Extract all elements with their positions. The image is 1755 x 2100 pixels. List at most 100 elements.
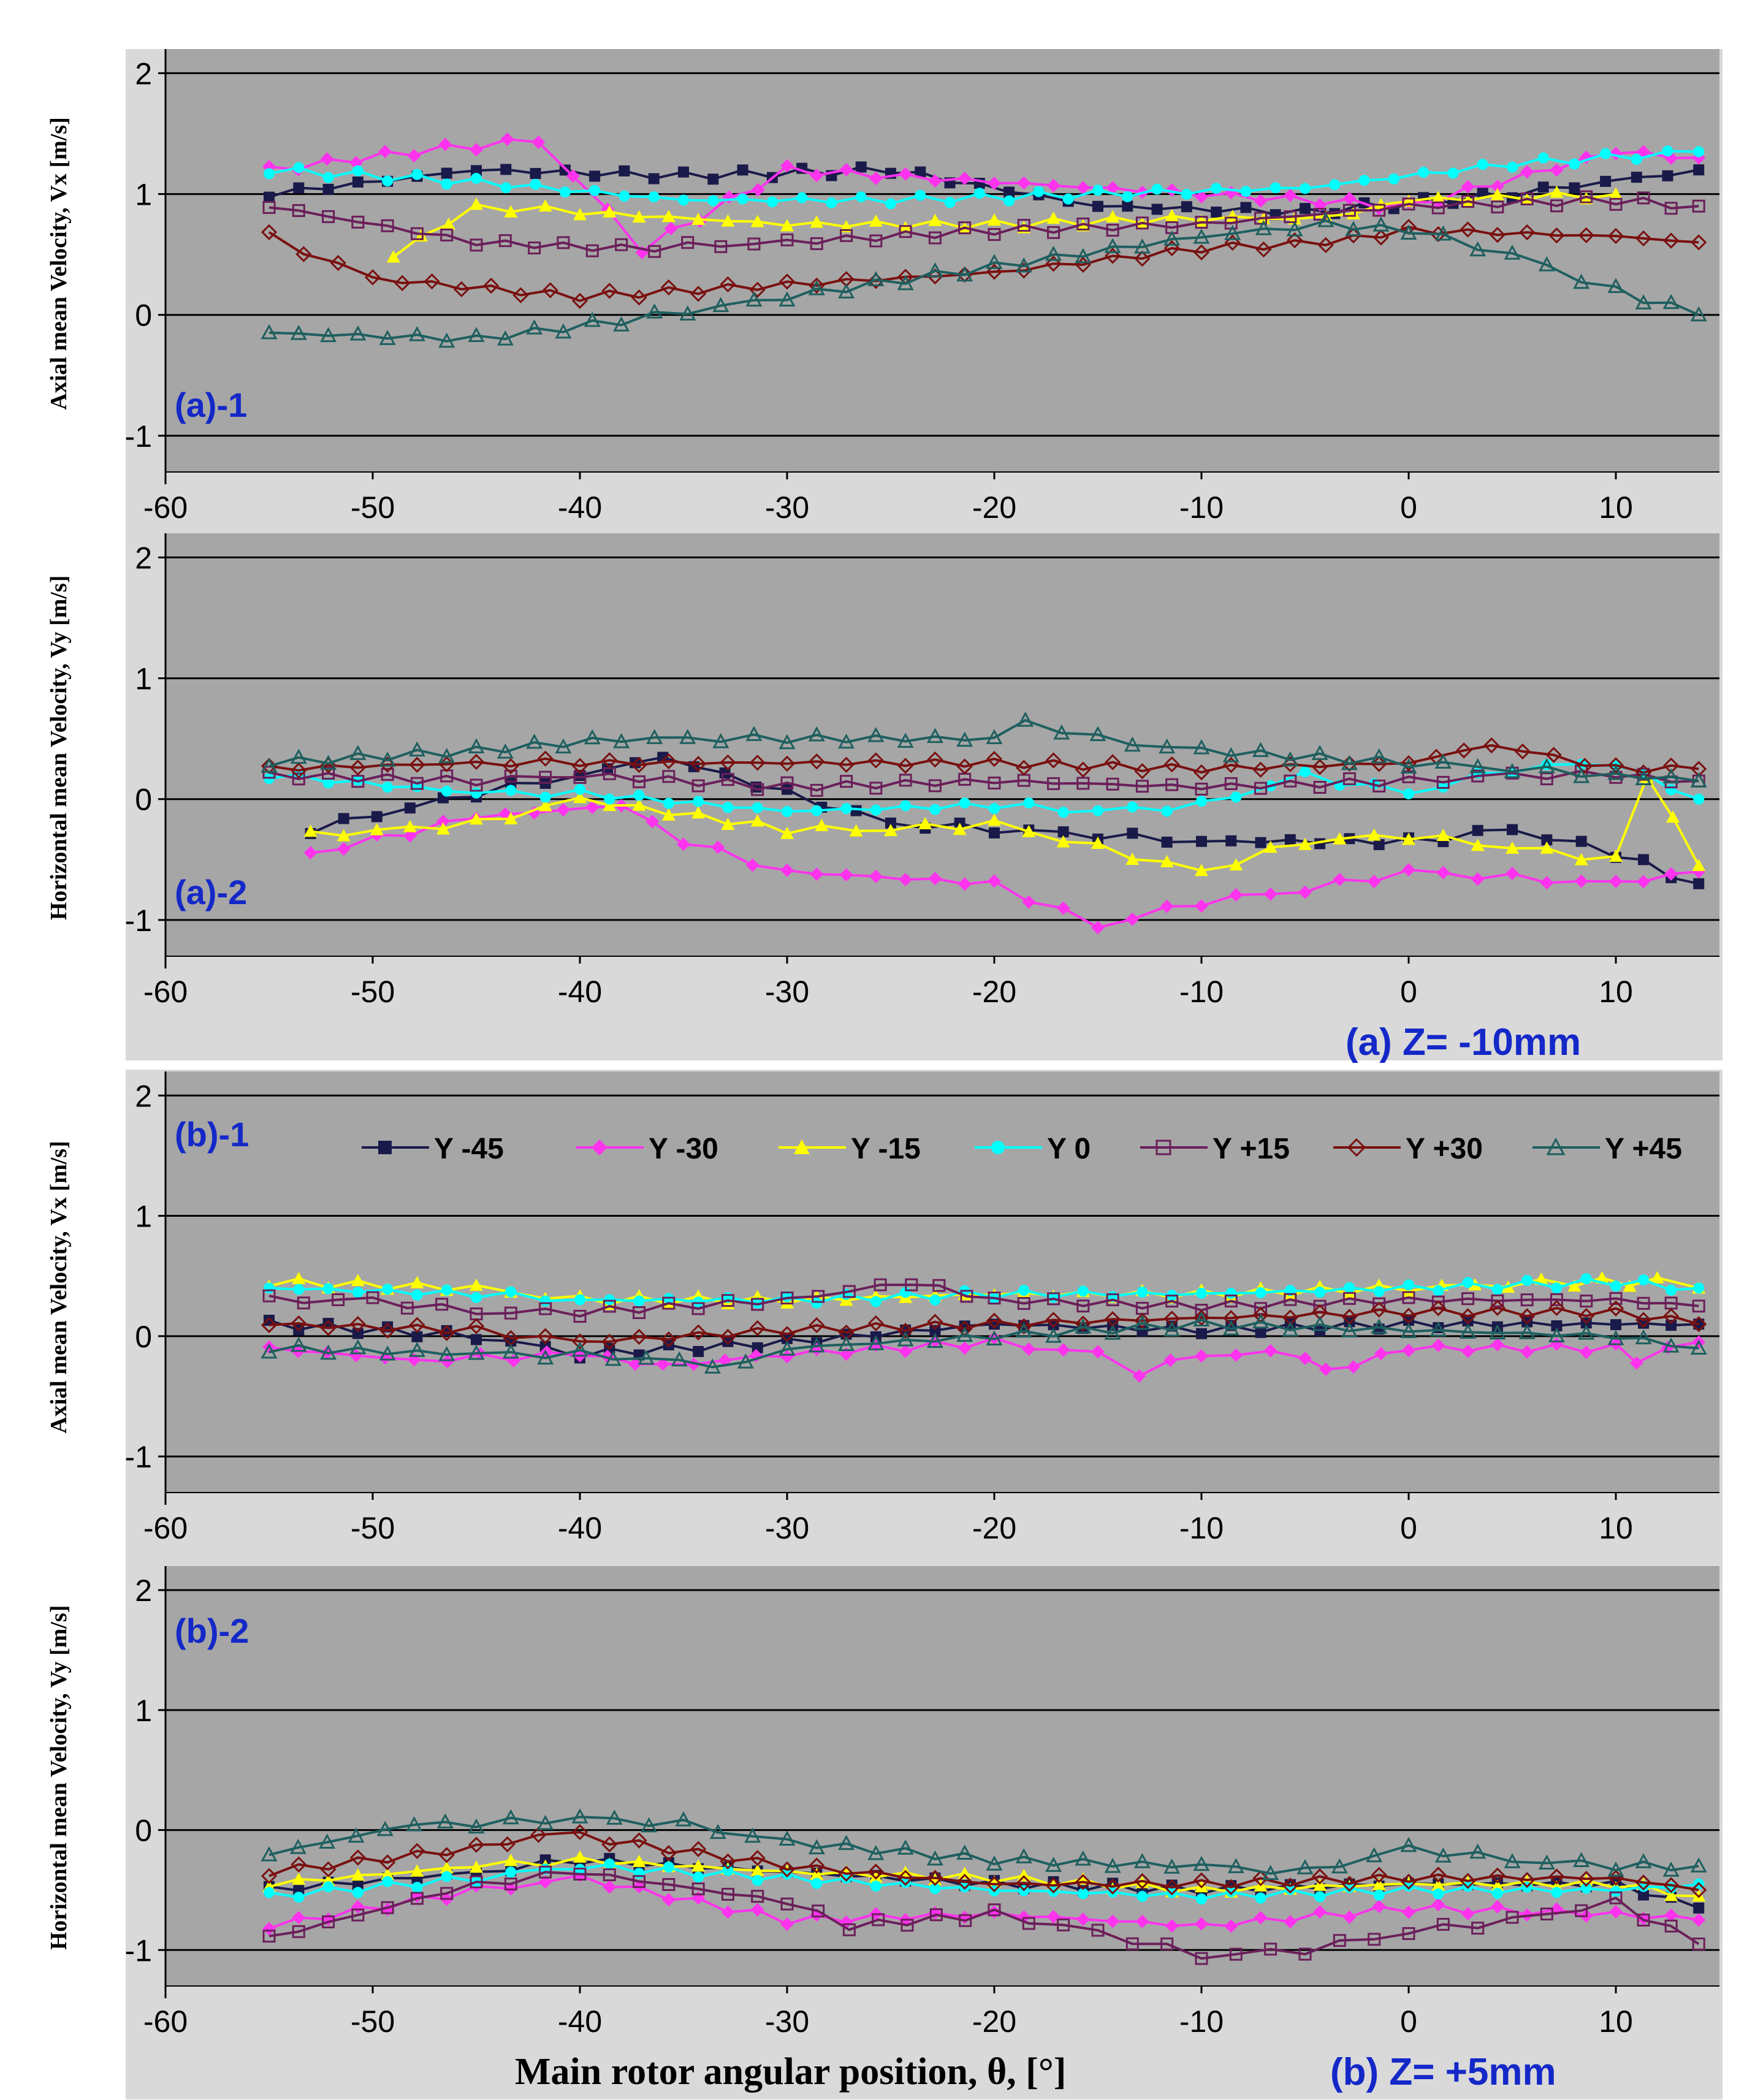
data-point: [1400, 1307, 1417, 1324]
data-point: [1056, 1343, 1070, 1357]
data-point: [1431, 1878, 1445, 1891]
y-tick-label: 2: [135, 1079, 152, 1113]
data-point: [1134, 763, 1151, 780]
data-point: [1548, 1327, 1565, 1342]
data-point: [504, 812, 518, 824]
data-point: [408, 741, 425, 757]
data-point: [1133, 1853, 1151, 1868]
data-point: [1367, 828, 1381, 841]
data-point: [1461, 180, 1475, 194]
data-point: [1222, 1320, 1239, 1336]
legend-item: Y +30: [1333, 1133, 1483, 1165]
data-point: [720, 1328, 736, 1345]
data-point: [897, 1870, 914, 1886]
data-point: [1076, 181, 1090, 195]
data-point: [1371, 1318, 1388, 1334]
data-point: [585, 244, 599, 257]
data-point: [1368, 1933, 1381, 1946]
data-point: [1254, 211, 1268, 225]
data-point: [1077, 1888, 1089, 1900]
data-point: [1105, 1878, 1121, 1895]
data-point: [1609, 849, 1623, 862]
series-line: [268, 1830, 1699, 1892]
data-point: [1286, 232, 1303, 249]
data-point: [632, 1854, 646, 1867]
data-point: [1693, 1282, 1705, 1294]
data-point: [1345, 227, 1361, 244]
data-point: [842, 1285, 856, 1298]
data-point: [1431, 1898, 1445, 1912]
data-point: [1319, 1362, 1333, 1376]
y-tick-label: -1: [125, 1933, 152, 1968]
data-point: [1045, 1857, 1062, 1872]
data-point: [264, 1314, 275, 1326]
data-point: [322, 1915, 335, 1928]
data-point: [1490, 188, 1504, 200]
data-point: [1462, 1315, 1474, 1327]
data-point: [1460, 1323, 1477, 1339]
data-point: [779, 734, 796, 750]
series-y30: [261, 1299, 1707, 1350]
data-point: [897, 1839, 914, 1855]
data-point: [441, 1284, 452, 1296]
data-point: [1105, 754, 1121, 770]
data-point: [780, 1296, 794, 1309]
data-point: [1578, 1307, 1594, 1325]
x-tick-label: -40: [558, 2004, 602, 2039]
data-point: [1548, 1868, 1565, 1885]
data-point: [619, 165, 630, 177]
data-point: [400, 1301, 414, 1315]
data-point: [1434, 1847, 1452, 1863]
data-point: [1165, 778, 1179, 791]
data-point: [1161, 805, 1173, 817]
data-point: [1638, 1889, 1650, 1901]
data-point: [1460, 221, 1476, 238]
data-point: [1519, 224, 1536, 241]
data-point: [681, 236, 695, 249]
data-point: [1196, 835, 1207, 847]
data-point: [870, 804, 881, 816]
data-point: [809, 1857, 825, 1874]
data-point: [1132, 1369, 1146, 1383]
data-point: [1089, 726, 1106, 741]
data-point: [782, 805, 793, 817]
data-point: [926, 1333, 943, 1349]
data-point: [926, 728, 943, 744]
data-point: [438, 137, 452, 151]
data-point: [986, 1876, 1003, 1893]
x-tick-label: -60: [143, 2004, 188, 2039]
data-point: [675, 1811, 692, 1827]
data-point: [603, 205, 617, 218]
data-point: [750, 215, 764, 227]
data-point: [351, 1868, 365, 1881]
data-point: [613, 732, 630, 748]
data-point: [1540, 876, 1554, 890]
data-point: [648, 173, 660, 185]
data-point: [1136, 1890, 1148, 1902]
data-point: [812, 1904, 825, 1918]
data-point: [707, 195, 719, 207]
data-point: [498, 234, 512, 248]
data-point: [1477, 187, 1488, 199]
data-point: [1489, 1299, 1506, 1316]
data-point: [1506, 866, 1519, 880]
data-point: [662, 1296, 676, 1310]
data-point: [657, 751, 669, 763]
data-point: [779, 755, 796, 772]
data-point: [867, 1335, 885, 1350]
data-point: [293, 162, 305, 173]
data-point: [691, 1859, 706, 1872]
x-tick-label: 10: [1599, 2004, 1633, 2039]
data-point: [1631, 154, 1642, 165]
data-point: [812, 1290, 825, 1303]
data-point: [1491, 1294, 1504, 1307]
data-point: [1163, 230, 1181, 246]
data-point: [470, 1875, 483, 1889]
data-point: [1607, 764, 1624, 780]
data-point: [555, 323, 572, 339]
data-point: [1181, 201, 1192, 213]
data-point: [1106, 224, 1119, 237]
data-point: [262, 1930, 276, 1943]
data-point: [1400, 1873, 1417, 1890]
data-point: [660, 1845, 677, 1862]
